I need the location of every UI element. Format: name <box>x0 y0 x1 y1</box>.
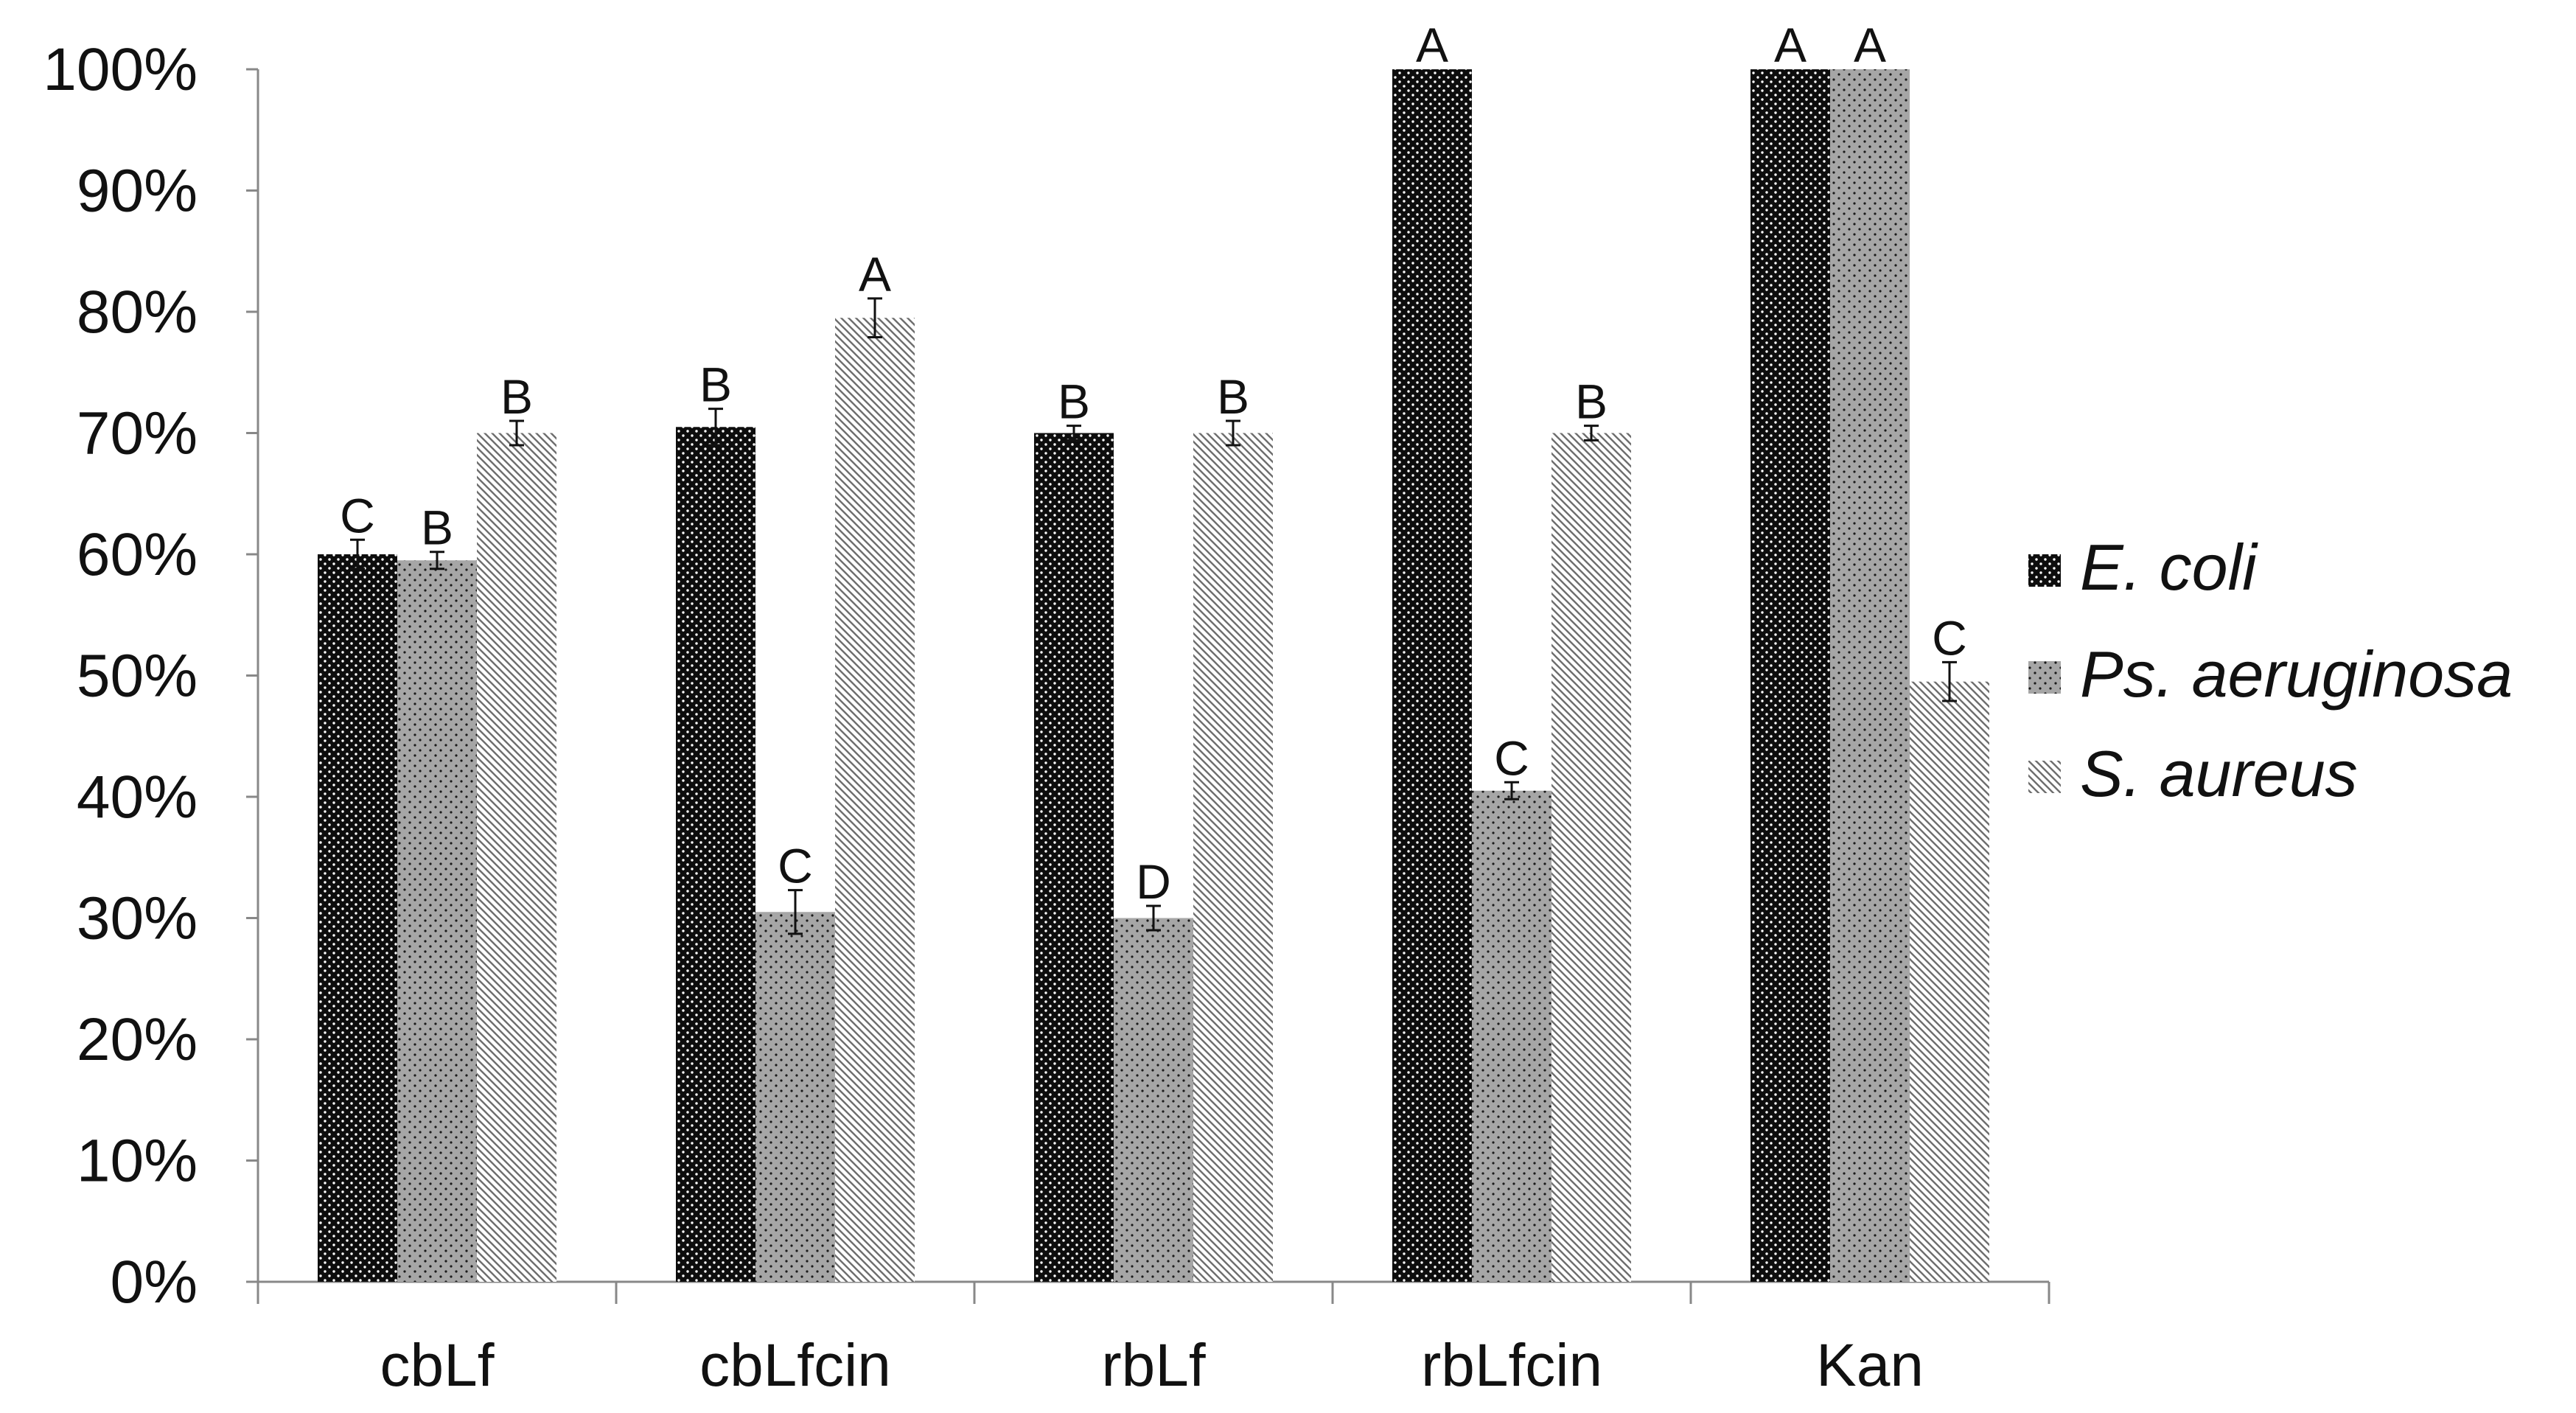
significance-letter: C <box>1494 730 1529 785</box>
bar <box>1114 918 1193 1282</box>
significance-letter: B <box>1217 369 1249 424</box>
legend-swatch <box>2028 554 2061 587</box>
significance-letter: A <box>1854 18 1886 72</box>
significance-letter: D <box>1136 854 1171 909</box>
bar <box>477 433 556 1282</box>
significance-letter: A <box>859 247 891 301</box>
significance-letter: A <box>1416 18 1448 72</box>
legend-swatch <box>2028 661 2061 694</box>
y-tick-label: 20% <box>77 1006 198 1073</box>
legend-label: S. aureus <box>2080 737 2358 810</box>
significance-letter: B <box>1575 374 1608 429</box>
y-tick-label: 80% <box>77 279 198 346</box>
bar <box>1751 69 1830 1282</box>
x-tick-label: rbLf <box>1101 1332 1206 1399</box>
x-tick-label: cbLfcin <box>699 1332 891 1399</box>
significance-letter: C <box>1932 610 1967 665</box>
bars <box>318 69 1989 1283</box>
axes: 0% 10% 20% 30% 40% 50% 60% 70% 80% 90% 100% cbLf cbL… <box>43 36 2050 1399</box>
bar <box>755 912 835 1282</box>
x-tick-label: Kan <box>1816 1332 1924 1399</box>
significance-letter: C <box>778 839 813 893</box>
legend-swatch <box>2028 761 2061 793</box>
bar <box>1830 69 1910 1282</box>
y-tick-label: 30% <box>77 885 198 952</box>
y-tick-label: 0% <box>110 1249 198 1316</box>
y-tick-label: 50% <box>77 643 198 710</box>
significance-letter: A <box>1774 18 1807 72</box>
y-tick-label: 90% <box>77 158 198 225</box>
y-tick-label: 10% <box>77 1128 198 1195</box>
bar <box>1472 790 1551 1282</box>
significance-letter: B <box>421 500 453 555</box>
significance-letter: B <box>699 357 732 412</box>
y-tick-label: 60% <box>77 521 198 588</box>
bar <box>1034 433 1114 1282</box>
y-tick-label: 100% <box>43 36 198 103</box>
bar <box>1910 681 1989 1282</box>
legend: E. coli Ps. aeruginosa S. aureus <box>2028 531 2513 810</box>
y-tick-label: 70% <box>77 400 198 467</box>
x-tick-label: cbLf <box>380 1332 495 1399</box>
significance-letter: B <box>500 369 533 424</box>
significance-letter: B <box>1058 374 1090 429</box>
bar <box>1193 433 1273 1282</box>
bar <box>397 560 477 1282</box>
bar <box>318 554 397 1282</box>
y-tick-label: 40% <box>77 764 198 831</box>
bar <box>676 427 755 1282</box>
bar <box>1551 433 1631 1282</box>
significance-letter: C <box>340 488 375 542</box>
bar <box>1392 69 1472 1282</box>
x-tick-label: rbLfcin <box>1421 1332 1602 1399</box>
bar <box>835 318 915 1283</box>
legend-label: E. coli <box>2080 531 2258 604</box>
legend-label: Ps. aeruginosa <box>2080 638 2513 711</box>
